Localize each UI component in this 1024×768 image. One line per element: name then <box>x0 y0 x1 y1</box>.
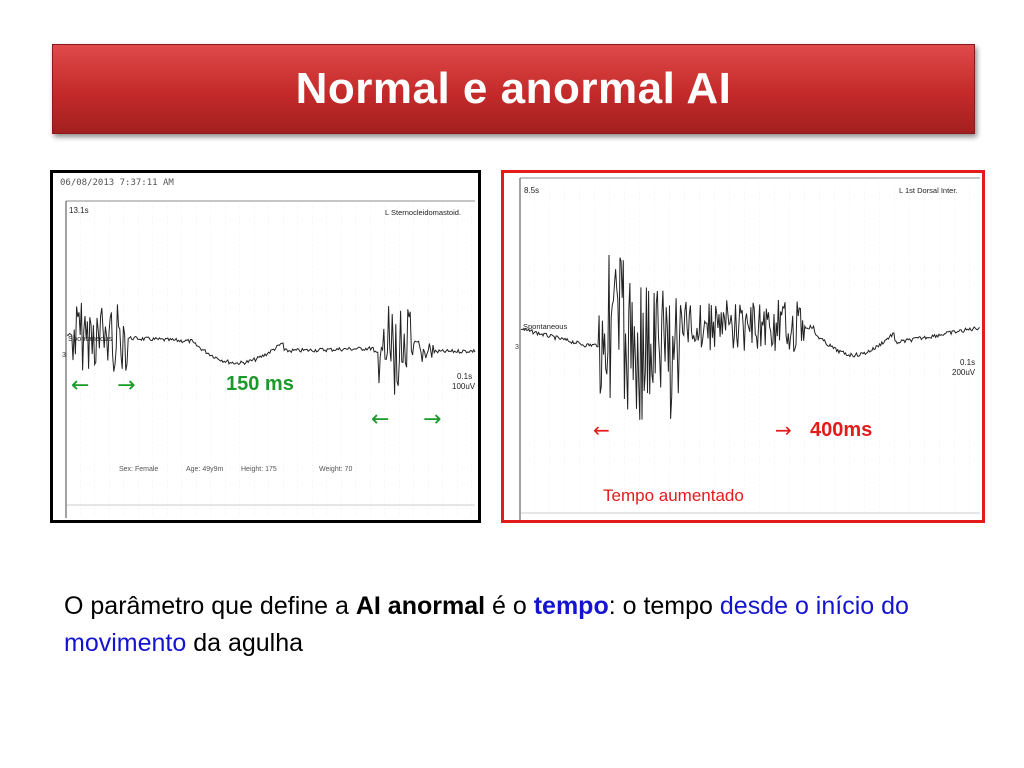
trace-label: Spontaneous <box>68 334 112 343</box>
body-paragraph: O parâmetro que define a AI anormal é o … <box>64 588 974 662</box>
arrow-left-2: ← <box>371 407 390 432</box>
title-banner: Normal e anormal AI <box>52 44 975 134</box>
body-text-7: da agulha <box>186 629 304 657</box>
sweep-label: 13.1s <box>69 206 89 215</box>
body-text-tempo: tempo <box>533 592 609 620</box>
muscle-label: L 1st Dorsal Inter. <box>899 186 958 195</box>
slide-title: Normal e anormal AI <box>295 64 732 113</box>
scale-time: 0.1s <box>457 372 472 381</box>
emg-panel-normal: 06/08/2013 7:37:11 AM 13.1s L Sternoclei… <box>50 170 481 523</box>
timestamp: 06/08/2013 7:37:11 AM <box>60 178 174 188</box>
arrow-left-1: ← <box>71 373 90 398</box>
marker-3: 3 <box>62 352 66 359</box>
arrow-left: ← <box>593 418 610 442</box>
arrow-right: → <box>775 418 792 442</box>
arrow-right-1: → <box>117 373 136 398</box>
emg-waveform <box>520 254 980 420</box>
patient-weight: Weight: 70 <box>319 466 352 473</box>
scale-amp: 200uV <box>952 368 976 377</box>
sweep-label: 8.5s <box>524 186 539 195</box>
body-text-5: : o tempo <box>608 592 720 620</box>
arrow-right-2: → <box>423 407 442 432</box>
emg-panel-abnormal: 8.5s L 1st Dorsal Inter. Spontaneous 3 0… <box>501 170 985 523</box>
body-text-3: é o <box>485 592 534 620</box>
caption-tempo-aumentado: Tempo aumentado <box>603 486 744 505</box>
patient-sex: Sex: Female <box>119 466 158 473</box>
body-text-ai-anormal: AI anormal <box>355 592 486 620</box>
duration-label-normal: 150 ms <box>226 373 294 395</box>
duration-label-abnormal: 400ms <box>810 419 873 441</box>
marker-3: 3 <box>515 344 519 351</box>
body-text-1: O parâmetro que define a <box>64 592 356 620</box>
trace-label: Spontaneous <box>523 322 567 331</box>
emg-waveform <box>66 302 476 395</box>
emg-trace-normal: 06/08/2013 7:37:11 AM 13.1s L Sternoclei… <box>60 178 476 518</box>
scale-amp: 100uV <box>452 382 476 391</box>
body-text-desde: desde o início do movimento <box>64 592 909 657</box>
scale-time: 0.1s <box>960 358 975 367</box>
patient-height: Height: 175 <box>241 466 277 473</box>
patient-age: Age: 49y9m <box>186 466 224 473</box>
emg-trace-abnormal: 8.5s L 1st Dorsal Inter. Spontaneous 3 0… <box>515 177 980 520</box>
muscle-label: L Sternocleidomastoid. <box>385 208 461 217</box>
